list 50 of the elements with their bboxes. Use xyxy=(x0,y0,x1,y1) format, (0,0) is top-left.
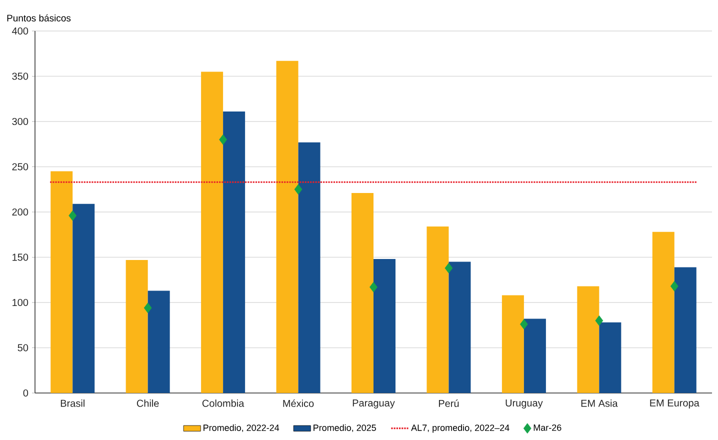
bar xyxy=(201,72,224,393)
bar xyxy=(276,60,298,393)
y-tick-label: 50 xyxy=(18,344,28,352)
y-tick-label: 0 xyxy=(23,389,28,397)
bar xyxy=(426,226,449,393)
point xyxy=(68,210,77,221)
x-tick-label: Perú xyxy=(438,400,459,407)
point xyxy=(219,134,228,145)
legend-label: AL7, promedio, 2022–24 xyxy=(411,424,510,433)
y-tick-label: 250 xyxy=(12,163,28,170)
point xyxy=(370,282,378,292)
y-tick-label: 150 xyxy=(12,254,28,261)
point xyxy=(670,281,678,292)
bar xyxy=(524,318,546,393)
y-tick-label: 200 xyxy=(12,208,28,216)
x-tick-label: EM Europa xyxy=(650,400,700,408)
point xyxy=(595,315,604,326)
y-axis-title: Puntos básicos xyxy=(7,14,71,22)
point xyxy=(444,262,453,274)
legend-label: Promedio, 2022-24 xyxy=(204,424,280,432)
x-tick-label: Uruguay xyxy=(506,400,543,408)
point xyxy=(520,319,528,330)
y-tick-label: 400 xyxy=(12,27,28,35)
bar xyxy=(674,267,696,393)
legend-label: Promedio, 2025 xyxy=(314,424,376,432)
bar xyxy=(148,290,170,393)
legend-label: Mar-26 xyxy=(534,424,562,431)
y-tick-label: 300 xyxy=(12,118,28,126)
bar xyxy=(502,295,524,393)
bar xyxy=(374,259,396,393)
point xyxy=(294,184,302,195)
x-tick-label: Colombia xyxy=(202,400,244,407)
bar xyxy=(577,286,600,393)
x-tick-label: EM Asia xyxy=(581,400,618,407)
bar xyxy=(298,142,320,393)
bar xyxy=(599,322,622,393)
y-tick-label: 100 xyxy=(12,298,28,306)
bar xyxy=(352,192,374,393)
point xyxy=(144,302,152,314)
bar xyxy=(448,262,471,393)
y-tick-label: 350 xyxy=(12,72,28,80)
x-tick-label: Brasil xyxy=(60,400,84,407)
x-tick-label: Chile xyxy=(136,400,159,407)
bar xyxy=(652,232,674,393)
x-tick-label: Paraguay xyxy=(352,400,395,408)
bar xyxy=(50,171,73,393)
bar xyxy=(126,260,148,393)
bar xyxy=(223,112,246,393)
bar xyxy=(72,204,95,393)
x-tick-label: México xyxy=(283,400,314,407)
